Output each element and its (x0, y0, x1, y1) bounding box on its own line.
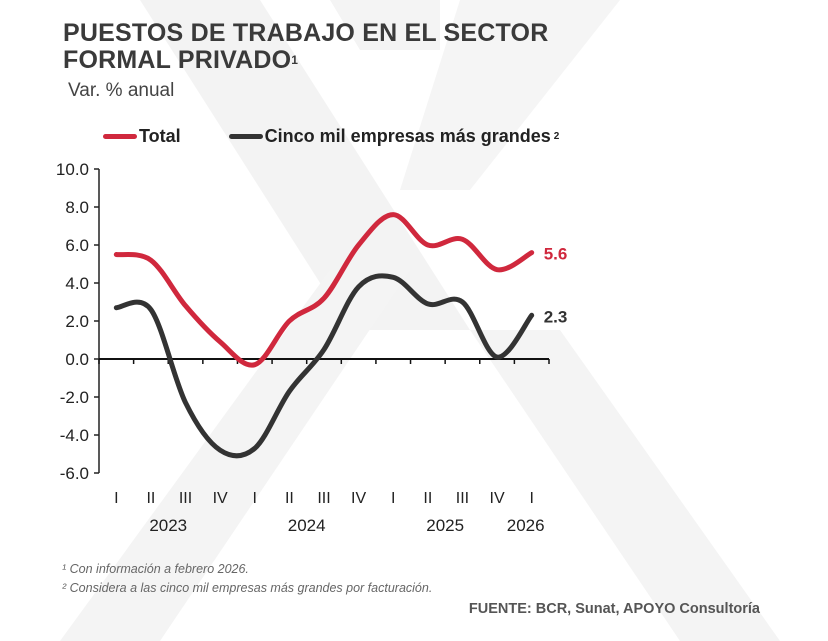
x-tick-label: III (317, 490, 330, 507)
legend-footnote-mark: 2 (553, 131, 560, 142)
y-tick-label: -6.0 (60, 464, 89, 483)
source: FUENTE: BCR, Sunat, APOYO Consultoría (468, 601, 760, 617)
y-tick-label: 4.0 (65, 274, 89, 293)
chart-title: PUESTOS DE TRABAJO EN EL SECTOR FORMAL P… (63, 20, 548, 74)
x-tick-label: IV (351, 490, 366, 507)
footnote-2: ² Considera a las cinco mil empresas más… (62, 581, 433, 595)
y-tick-label: -4.0 (60, 426, 89, 445)
title-line-2: FORMAL PRIVADO (63, 46, 292, 74)
x-tick-label: I (114, 490, 118, 507)
x-tick-label: III (179, 490, 192, 507)
x-tick-label: II (423, 490, 432, 507)
x-year-label: 2024 (288, 516, 326, 535)
end-label-total: 5.6 (544, 245, 568, 264)
chart-subtitle: Var. % anual (68, 80, 175, 101)
x-tick-label: IV (213, 490, 228, 507)
legend-swatch-total (103, 134, 137, 139)
x-year-label: 2023 (149, 516, 187, 535)
x-tick-label: II (285, 490, 294, 507)
y-tick-label: 2.0 (65, 312, 89, 331)
footnotes: ¹ Con información a febrero 2026. ² Cons… (62, 560, 432, 598)
legend-label-total: Total (139, 126, 181, 146)
x-tick-label: III (456, 490, 469, 507)
title-footnote-mark: 1 (291, 53, 299, 67)
x-tick-label: IV (490, 490, 505, 507)
end-label-cinco-mil: 2.3 (544, 307, 568, 326)
y-tick-label: 0.0 (65, 350, 89, 369)
x-tick-label: I (253, 490, 257, 507)
x-tick-label: I (529, 490, 533, 507)
y-tick-label: 6.0 (65, 236, 89, 255)
x-year-label: 2026 (507, 516, 545, 535)
x-tick-label: II (146, 490, 155, 507)
legend-swatch-cinco-mil (228, 134, 263, 139)
legend-label-cinco-mil: Cinco mil empresas más grandes (264, 126, 551, 146)
x-year-label: 2025 (426, 516, 464, 535)
series-line-total (113, 212, 535, 368)
title-line-1: PUESTOS DE TRABAJO EN EL SECTOR (63, 19, 549, 47)
y-tick-label: -2.0 (60, 388, 89, 407)
x-tick-label: I (391, 490, 395, 507)
legend: Total Cinco mil empresas más grandes 2 (103, 126, 559, 147)
footnote-1: ¹ Con información a febrero 2026. (62, 562, 249, 576)
series-line-cinco-mil (113, 273, 535, 459)
y-tick-label: 8.0 (65, 198, 89, 217)
y-tick-label: 10.0 (56, 160, 89, 179)
